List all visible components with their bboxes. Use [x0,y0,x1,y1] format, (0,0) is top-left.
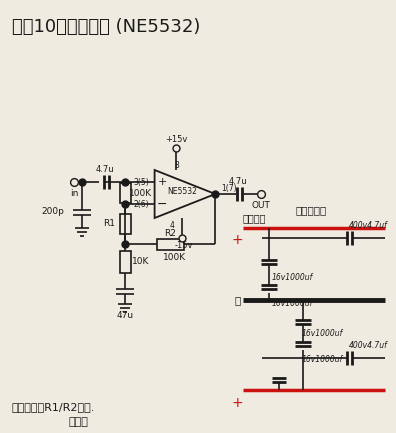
Text: -15v: -15v [175,242,193,251]
Bar [120,251,131,272]
Text: 100K: 100K [163,253,186,262]
Text: +: + [232,233,244,247]
Text: 地: 地 [234,295,241,305]
Text: 2(6): 2(6) [133,200,149,209]
Text: 4.7u: 4.7u [228,177,247,185]
Bar [120,214,131,234]
Text: 200p: 200p [42,207,65,216]
Text: −: − [157,197,168,210]
Text: 放大倍数由R1/R2确定.: 放大倍数由R1/R2确定. [12,402,95,412]
Text: 4: 4 [170,222,175,230]
Text: 滤波部分: 滤波部分 [243,213,266,223]
Text: +: + [158,177,167,187]
Text: 4.7u: 4.7u [95,165,114,174]
Text: +15v: +15v [165,136,187,145]
Text: 400v4.7uf: 400v4.7uf [349,342,388,350]
Text: +: + [232,396,244,410]
Text: R1: R1 [104,220,116,229]
Text: R2: R2 [164,229,176,239]
Text: 3(5): 3(5) [133,178,149,187]
Text: 变压器是正: 变压器是正 [295,205,327,215]
Text: 1(7): 1(7) [221,184,237,194]
Text: OUT: OUT [252,201,271,210]
Text: 400v4.7uf: 400v4.7uf [349,222,388,230]
Bar [156,239,184,249]
Text: 47u: 47u [117,310,134,320]
Text: 100K: 100K [129,188,152,197]
Text: 16v1000uf: 16v1000uf [272,298,313,307]
Text: in: in [70,190,78,198]
Text: 16v1000uf: 16v1000uf [301,330,343,339]
Text: NE5532: NE5532 [167,187,197,197]
Text: 16v1000uf: 16v1000uf [301,355,343,365]
Text: 8: 8 [175,161,179,169]
Text: 前级10倍放大电路 (NE5532): 前级10倍放大电路 (NE5532) [12,18,200,36]
Text: 双运放: 双运放 [69,417,88,427]
Text: 16v1000uf: 16v1000uf [272,274,313,282]
Text: 10K: 10K [132,257,150,266]
Bar [120,183,131,203]
